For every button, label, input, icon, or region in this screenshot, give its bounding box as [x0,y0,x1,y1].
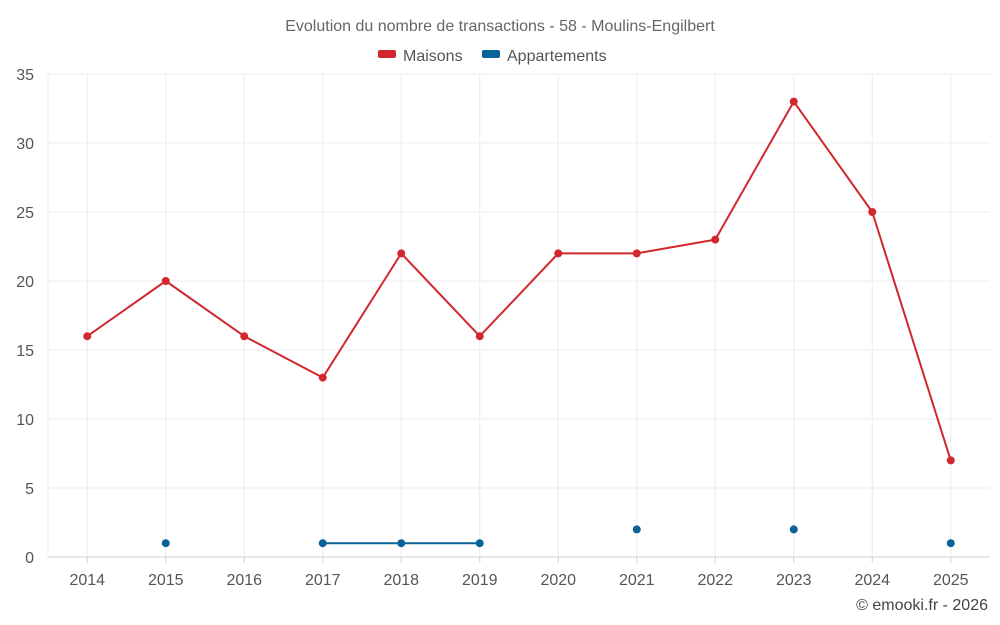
legend-label-appartements: Appartements [507,48,607,65]
y-tick-label-5: 5 [25,481,34,498]
point-maisons-2023[interactable] [789,97,798,106]
point-maisons-2018[interactable] [397,249,406,258]
y-tick-label-15: 15 [16,343,34,360]
x-tick-label-2024: 2024 [854,572,890,589]
series-appartements [161,525,955,548]
y-tick-label-20: 20 [16,274,34,291]
chart-title: Evolution du nombre de transactions - 58… [285,18,715,35]
point-appartements-2019[interactable] [475,539,484,548]
point-maisons-2017[interactable] [318,373,327,382]
y-tick-label-0: 0 [25,550,34,567]
point-maisons-2014[interactable] [83,332,92,341]
point-maisons-2020[interactable] [554,249,563,258]
x-tick-label-2025: 2025 [933,572,969,589]
y-tick-label-10: 10 [16,412,34,429]
x-tick-label-2016: 2016 [226,572,262,589]
point-appartements-2015[interactable] [161,539,170,548]
legend-swatch-appartements [482,50,500,58]
point-appartements-2023[interactable] [789,525,798,534]
point-appartements-2025[interactable] [946,539,955,548]
x-tick-label-2014: 2014 [69,572,105,589]
legend-item-appartements[interactable]: Appartements [482,48,607,65]
grid [48,73,990,557]
x-tick-label-2018: 2018 [383,572,419,589]
point-maisons-2016[interactable] [240,332,249,341]
point-maisons-2021[interactable] [632,249,641,258]
y-tick-label-25: 25 [16,205,34,222]
point-maisons-2019[interactable] [475,332,484,341]
point-maisons-2024[interactable] [868,208,877,216]
point-maisons-2015[interactable] [161,277,170,285]
legend-swatch-maisons [378,50,396,58]
x-tick-label-2019: 2019 [462,572,498,589]
series-maisons [83,97,955,465]
y-tick-label-30: 30 [16,136,34,153]
point-appartements-2017[interactable] [318,539,327,548]
series-line-maisons [86,100,952,461]
legend: Maisons Appartements [378,48,607,65]
x-tick-label-2023: 2023 [776,572,812,589]
x-tick-label-2022: 2022 [697,572,733,589]
y-tick-label-35: 35 [16,67,34,84]
x-tick-label-2017: 2017 [305,572,341,589]
legend-label-maisons: Maisons [403,48,463,65]
point-appartements-2018[interactable] [397,539,406,548]
x-tick-label-2015: 2015 [148,572,184,589]
series [83,97,955,548]
x-tick-label-2021: 2021 [619,572,655,589]
x-tick-label-2020: 2020 [540,572,576,589]
credit-text: © emooki.fr - 2026 [856,597,988,614]
point-maisons-2022[interactable] [711,235,720,244]
point-appartements-2021[interactable] [632,525,641,534]
legend-item-maisons[interactable]: Maisons [378,48,463,65]
point-maisons-2025[interactable] [946,456,955,465]
